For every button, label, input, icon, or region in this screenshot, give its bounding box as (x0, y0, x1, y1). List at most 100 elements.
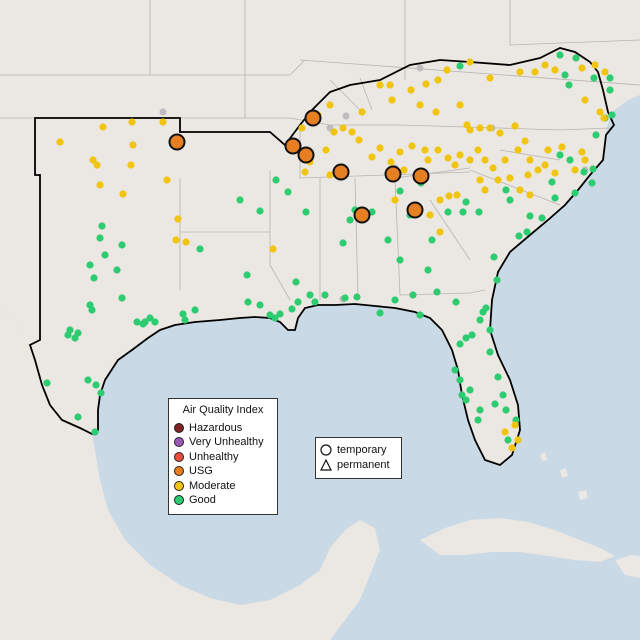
monitor-point-good (321, 291, 329, 299)
monitor-point-moderate (551, 169, 559, 177)
monitor-point-moderate (526, 156, 534, 164)
monitor-point-moderate (514, 436, 522, 444)
monitor-point-good (493, 276, 501, 284)
legend-label-temporary: temporary (337, 444, 387, 456)
monitor-point-good (475, 208, 483, 216)
monitor-point-good (97, 389, 105, 397)
very-unhealthy-swatch (174, 437, 184, 447)
monitor-point-moderate (322, 146, 330, 154)
good-swatch (174, 495, 184, 505)
monitor-point-moderate (326, 101, 334, 109)
monitor-point-good (376, 309, 384, 317)
monitor-point-moderate (89, 156, 97, 164)
monitor-point-good (486, 348, 494, 356)
monitor-point-moderate (348, 128, 356, 136)
monitor-point-moderate (541, 161, 549, 169)
monitor-point-moderate (516, 68, 524, 76)
monitor-point-good (561, 71, 569, 79)
monitor-point-good (572, 54, 580, 62)
monitor-point-moderate (443, 66, 451, 74)
monitor-point-good (476, 316, 484, 324)
monitor-point-moderate (591, 61, 599, 69)
monitor-point-good (476, 406, 484, 414)
monitor-point-moderate (521, 137, 529, 145)
monitor-point-moderate (524, 171, 532, 179)
monitor-point-good (256, 207, 264, 215)
monitor-point-moderate (358, 108, 366, 116)
monitor-point-good (590, 74, 598, 82)
monitor-point-good (396, 256, 404, 264)
monitor-point-good (118, 294, 126, 302)
monitor-point-good (606, 74, 614, 82)
monitor-point-good (551, 194, 559, 202)
monitor-point-good (490, 253, 498, 261)
monitor-point-good (548, 178, 556, 186)
monitor-point-good (556, 51, 564, 59)
triangle-icon (320, 459, 332, 471)
monitor-point-moderate (416, 101, 424, 109)
monitor-point-moderate (396, 148, 404, 156)
monitor-point-good (271, 314, 279, 322)
monitor-point-moderate (506, 174, 514, 182)
monitor-point-good (571, 189, 579, 197)
monitor-point-moderate (445, 192, 453, 200)
monitor-point-good (479, 308, 487, 316)
monitor-point-moderate (444, 154, 452, 162)
monitor-point-moderate (486, 124, 494, 132)
monitor-point-good (346, 216, 354, 224)
monitor-point-moderate (466, 156, 474, 164)
monitor-point-good (101, 251, 109, 259)
monitor-point-moderate (466, 58, 474, 66)
monitor-point-good (428, 236, 436, 244)
monitor-point-moderate (600, 114, 608, 122)
monitor-point-good (456, 376, 464, 384)
legend-row-good: Good (174, 493, 216, 507)
monitor-point-good (456, 340, 464, 348)
monitor-point-moderate (508, 444, 516, 452)
monitor-point-moderate (541, 61, 549, 69)
monitor-point-good (288, 305, 296, 313)
monitor-point-moderate (391, 196, 399, 204)
legend-row-permanent: permanent (320, 458, 390, 472)
monitor-point-moderate (466, 126, 474, 134)
monitor-point-good (606, 86, 614, 94)
monitor-point-good (608, 111, 616, 119)
monitor-point-good (474, 416, 482, 424)
monitor-point-moderate (489, 164, 497, 172)
monitor-point-moderate (534, 166, 542, 174)
monitor-point-moderate (501, 156, 509, 164)
monitor-point-moderate (436, 228, 444, 236)
monitor-point-good (113, 266, 121, 274)
monitor-point-usg (384, 165, 402, 183)
monitor-point-good (468, 331, 476, 339)
monitor-point-good (339, 239, 347, 247)
monitor-point-moderate (476, 124, 484, 132)
usg-swatch (174, 466, 184, 476)
monitor-point-good (515, 232, 523, 240)
monitor-point-moderate (376, 81, 384, 89)
legend-label-permanent: permanent (337, 459, 390, 471)
monitor-point-good (244, 298, 252, 306)
monitor-point-moderate (368, 153, 376, 161)
monitor-point-good (491, 400, 499, 408)
monitor-point-moderate (474, 146, 482, 154)
moderate-swatch (174, 481, 184, 491)
monitor-point-no-data (416, 64, 424, 72)
monitor-point-good (396, 187, 404, 195)
legend-label-unhealthy: Unhealthy (189, 451, 239, 463)
monitor-point-moderate (96, 181, 104, 189)
monitor-point-moderate (56, 138, 64, 146)
monitor-point-moderate (376, 144, 384, 152)
monitor-point-good (306, 291, 314, 299)
legend-label-hazardous: Hazardous (189, 422, 243, 434)
monitor-point-usg (406, 201, 424, 219)
monitor-point-moderate (127, 161, 135, 169)
aqi-legend-title: Air Quality Index (182, 404, 264, 416)
monitor-point-moderate (494, 176, 502, 184)
monitor-point-moderate (421, 146, 429, 154)
monitor-point-moderate (486, 74, 494, 82)
monitor-point-good (91, 428, 99, 436)
monitor-point-usg (353, 206, 371, 224)
monitor-point-moderate (596, 108, 604, 116)
